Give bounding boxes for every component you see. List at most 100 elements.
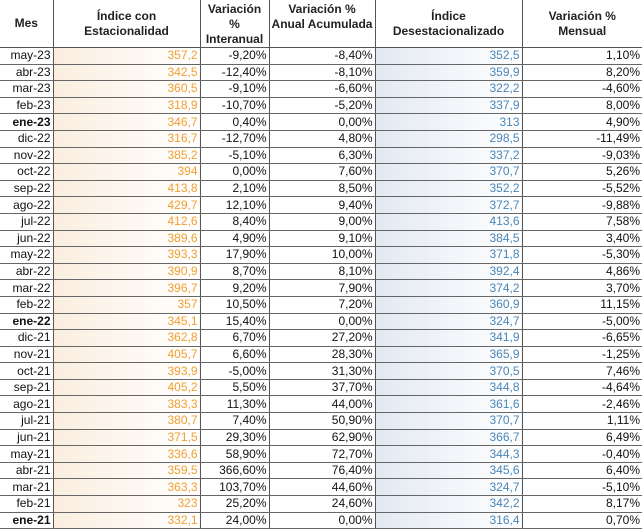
cell-seasonal-index: 363,3 bbox=[53, 478, 201, 497]
table-row: mar-21 363,3 103,70% 44,60% 324,7 -5,10% bbox=[0, 478, 642, 497]
cell-yoy-change: 6,60% bbox=[200, 346, 270, 364]
cell-ytd-change: 28,30% bbox=[269, 346, 376, 364]
cell-deseasonal-index: 324,7 bbox=[375, 478, 523, 497]
cell-monthly-change: 8,20% bbox=[522, 64, 642, 82]
cell-yoy-change: 366,60% bbox=[200, 462, 270, 480]
cell-ytd-change: -6,60% bbox=[269, 80, 376, 98]
cell-yoy-change: 8,40% bbox=[200, 213, 270, 231]
cell-ytd-change: 31,30% bbox=[269, 362, 376, 380]
cell-deseasonal-index: 366,7 bbox=[375, 429, 523, 447]
cell-seasonal-index: 359,5 bbox=[53, 462, 201, 480]
cell-deseasonal-index: 324,7 bbox=[375, 313, 523, 331]
cell-deseasonal-index: 359,9 bbox=[375, 64, 523, 82]
cell-yoy-change: 4,90% bbox=[200, 230, 270, 248]
cell-deseasonal-index: 322,2 bbox=[375, 80, 523, 98]
cell-monthly-change: -4,60% bbox=[522, 80, 642, 98]
cell-seasonal-index: 357 bbox=[53, 296, 201, 314]
table-row: may-22 393,3 17,90% 10,00% 371,8 -5,30% bbox=[0, 246, 642, 264]
cell-deseasonal-index: 337,2 bbox=[375, 147, 523, 165]
cell-yoy-change: 0,00% bbox=[200, 163, 270, 181]
cell-seasonal-index: 336,6 bbox=[53, 445, 201, 463]
cell-deseasonal-index: 413,6 bbox=[375, 213, 523, 231]
cell-ytd-change: 10,00% bbox=[269, 246, 376, 264]
table-row: abr-21 359,5 366,60% 76,40% 345,6 6,40% bbox=[0, 462, 642, 480]
cell-month: feb-21 bbox=[0, 495, 54, 513]
cell-yoy-change: -12,40% bbox=[200, 64, 270, 82]
cell-month: mar-21 bbox=[0, 478, 54, 497]
cell-monthly-change: 7,46% bbox=[522, 362, 642, 380]
cell-deseasonal-index: 374,2 bbox=[375, 279, 523, 297]
cell-month: oct-22 bbox=[0, 163, 54, 181]
table-row: ene-21 332,1 24,00% 0,00% 316,4 0,70% bbox=[0, 512, 642, 529]
cell-deseasonal-index: 371,8 bbox=[375, 246, 523, 264]
cell-monthly-change: 7,58% bbox=[522, 213, 642, 231]
cell-month: abr-22 bbox=[0, 263, 54, 281]
cell-yoy-change: 6,70% bbox=[200, 329, 270, 347]
cell-ytd-change: 27,20% bbox=[269, 329, 376, 347]
cell-yoy-change: -5,10% bbox=[200, 147, 270, 165]
cell-seasonal-index: 389,6 bbox=[53, 230, 201, 248]
cell-monthly-change: 8,17% bbox=[522, 495, 642, 513]
cell-seasonal-index: 413,8 bbox=[53, 180, 201, 198]
cell-ytd-change: 37,70% bbox=[269, 379, 376, 397]
cell-ytd-change: 50,90% bbox=[269, 412, 376, 430]
table-row: feb-23 318,9 -10,70% -5,20% 337,9 8,00% bbox=[0, 97, 642, 115]
header-monthly-change: Variación % Mensual bbox=[522, 0, 642, 48]
cell-yoy-change: -9,10% bbox=[200, 80, 270, 98]
cell-ytd-change: 6,30% bbox=[269, 147, 376, 165]
header-yoy-change: Variación % Interanual bbox=[200, 0, 270, 48]
table-row: sep-22 413,8 2,10% 8,50% 352,2 -5,52% bbox=[0, 180, 642, 198]
cell-yoy-change: 103,70% bbox=[200, 478, 270, 497]
cell-month: mar-22 bbox=[0, 279, 54, 297]
cell-month: mar-23 bbox=[0, 80, 54, 98]
cell-yoy-change: 9,20% bbox=[200, 279, 270, 297]
cell-monthly-change: -5,52% bbox=[522, 180, 642, 198]
cell-yoy-change: 12,10% bbox=[200, 196, 270, 214]
cell-ytd-change: 24,60% bbox=[269, 495, 376, 513]
cell-yoy-change: 24,00% bbox=[200, 512, 270, 529]
cell-month: jul-21 bbox=[0, 412, 54, 430]
header-ytd-change: Variación % Anual Acumulada bbox=[269, 0, 376, 48]
cell-month: dic-22 bbox=[0, 130, 54, 148]
cell-monthly-change: 6,49% bbox=[522, 429, 642, 447]
cell-deseasonal-index: 392,4 bbox=[375, 263, 523, 281]
cell-seasonal-index: 396,7 bbox=[53, 279, 201, 297]
cell-seasonal-index: 323 bbox=[53, 495, 201, 513]
cell-seasonal-index: 346,7 bbox=[53, 113, 201, 131]
cell-month: oct-21 bbox=[0, 362, 54, 380]
cell-deseasonal-index: 352,5 bbox=[375, 47, 523, 65]
table-row: may-23 357,2 -9,20% -8,40% 352,5 1,10% bbox=[0, 47, 642, 65]
table-row: ene-22 345,1 15,40% 0,00% 324,7 -5,00% bbox=[0, 313, 642, 331]
table-row: ago-21 383,3 11,30% 44,00% 361,6 -2,46% bbox=[0, 395, 642, 414]
cell-deseasonal-index: 342,2 bbox=[375, 495, 523, 513]
cell-yoy-change: 5,50% bbox=[200, 379, 270, 397]
cell-yoy-change: 11,30% bbox=[200, 395, 270, 414]
cell-seasonal-index: 345,1 bbox=[53, 313, 201, 331]
cell-monthly-change: 0,70% bbox=[522, 512, 642, 529]
cell-seasonal-index: 385,2 bbox=[53, 147, 201, 165]
cell-month: jul-22 bbox=[0, 213, 54, 231]
cell-yoy-change: 10,50% bbox=[200, 296, 270, 314]
cell-deseasonal-index: 341,9 bbox=[375, 329, 523, 347]
cell-ytd-change: 7,90% bbox=[269, 279, 376, 297]
cell-deseasonal-index: 361,6 bbox=[375, 395, 523, 414]
cell-monthly-change: 3,40% bbox=[522, 230, 642, 248]
cell-seasonal-index: 316,7 bbox=[53, 130, 201, 148]
cell-month: jun-21 bbox=[0, 429, 54, 447]
cell-monthly-change: -5,30% bbox=[522, 246, 642, 264]
cell-seasonal-index: 342,5 bbox=[53, 64, 201, 82]
table-row: jul-21 380,7 7,40% 50,90% 370,7 1,11% bbox=[0, 412, 642, 430]
table-row: sep-21 405,2 5,50% 37,70% 344,8 -4,64% bbox=[0, 379, 642, 397]
table-row: feb-22 357 10,50% 7,20% 360,9 11,15% bbox=[0, 296, 642, 314]
cell-deseasonal-index: 345,6 bbox=[375, 462, 523, 480]
cell-yoy-change: 58,90% bbox=[200, 445, 270, 463]
table-row: mar-23 360,5 -9,10% -6,60% 322,2 -4,60% bbox=[0, 80, 642, 98]
table-row: oct-22 394 0,00% 7,60% 370,7 5,26% bbox=[0, 163, 642, 181]
cell-monthly-change: -6,65% bbox=[522, 329, 642, 347]
cell-month: may-23 bbox=[0, 47, 54, 65]
cell-seasonal-index: 412,6 bbox=[53, 213, 201, 231]
cell-monthly-change: 4,90% bbox=[522, 113, 642, 131]
cell-deseasonal-index: 337,9 bbox=[375, 97, 523, 115]
cell-seasonal-index: 362,8 bbox=[53, 329, 201, 347]
table-row: mar-22 396,7 9,20% 7,90% 374,2 3,70% bbox=[0, 279, 642, 297]
